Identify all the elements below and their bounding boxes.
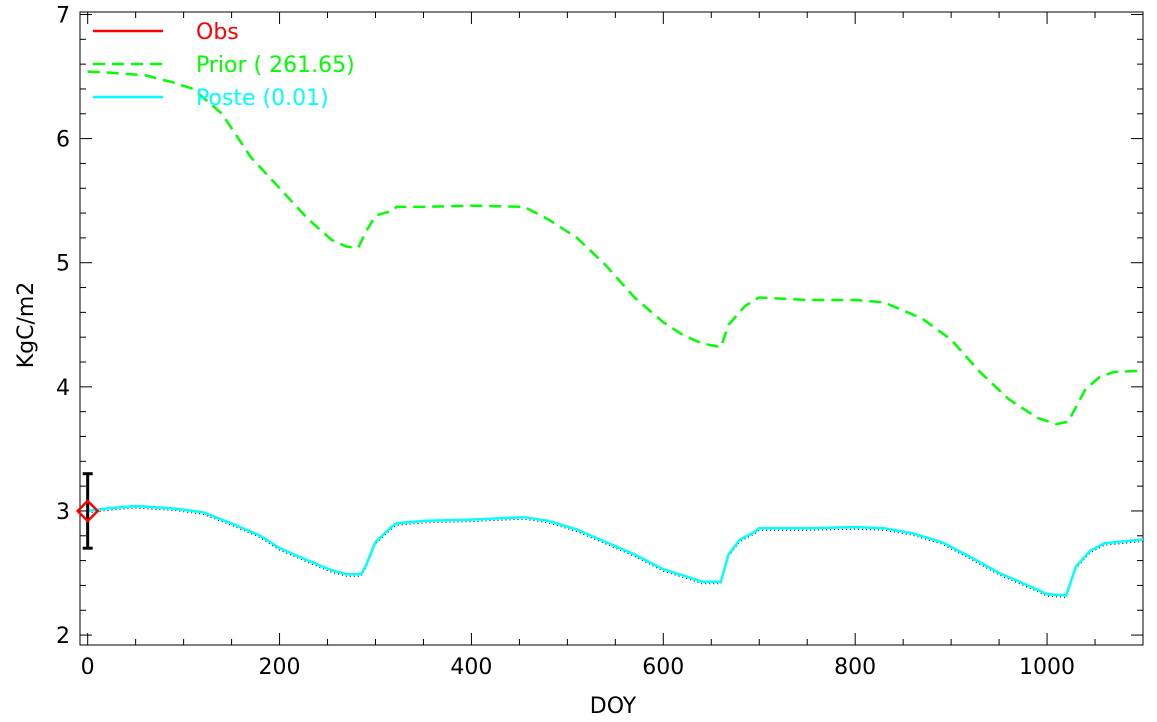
obs-point (75, 499, 100, 523)
legend-label: Poste (0.01) (196, 86, 329, 111)
plot-border (79, 11, 1144, 646)
legend-label: Obs (196, 20, 239, 45)
y-axis-label: KgC/m2 (14, 282, 39, 369)
poste-line (87, 504, 1144, 597)
x-tick-label: 0 (81, 655, 95, 680)
series-layer (75, 70, 1144, 598)
y-tick-label: 6 (56, 128, 70, 153)
y-tick-label: 4 (56, 376, 70, 401)
x-tick-label: 1000 (1019, 655, 1075, 680)
x-tick-label: 600 (642, 655, 684, 680)
poste-dotted-line (87, 507, 1144, 598)
y-tick-label: 5 (56, 252, 70, 277)
axis-tick-labels: 0 200 400 600 800 1000 2 3 4 5 6 7 (56, 3, 1075, 680)
y-tick-label: 2 (56, 624, 70, 649)
prior-line (87, 70, 1144, 426)
x-tick-label: 200 (259, 655, 301, 680)
x-axis-label: DOY (590, 694, 637, 719)
y-tick-label: 3 (56, 500, 70, 525)
plot-frame (79, 11, 1144, 646)
x-tick-label: 800 (834, 655, 876, 680)
axis-ticks (80, 12, 1143, 645)
y-tick-label: 7 (56, 3, 70, 28)
x-tick-label: 400 (450, 655, 492, 680)
legend-label: Prior ( 261.65) (196, 53, 355, 78)
legend: Obs Prior ( 261.65) Poste (0.01) (93, 20, 355, 111)
